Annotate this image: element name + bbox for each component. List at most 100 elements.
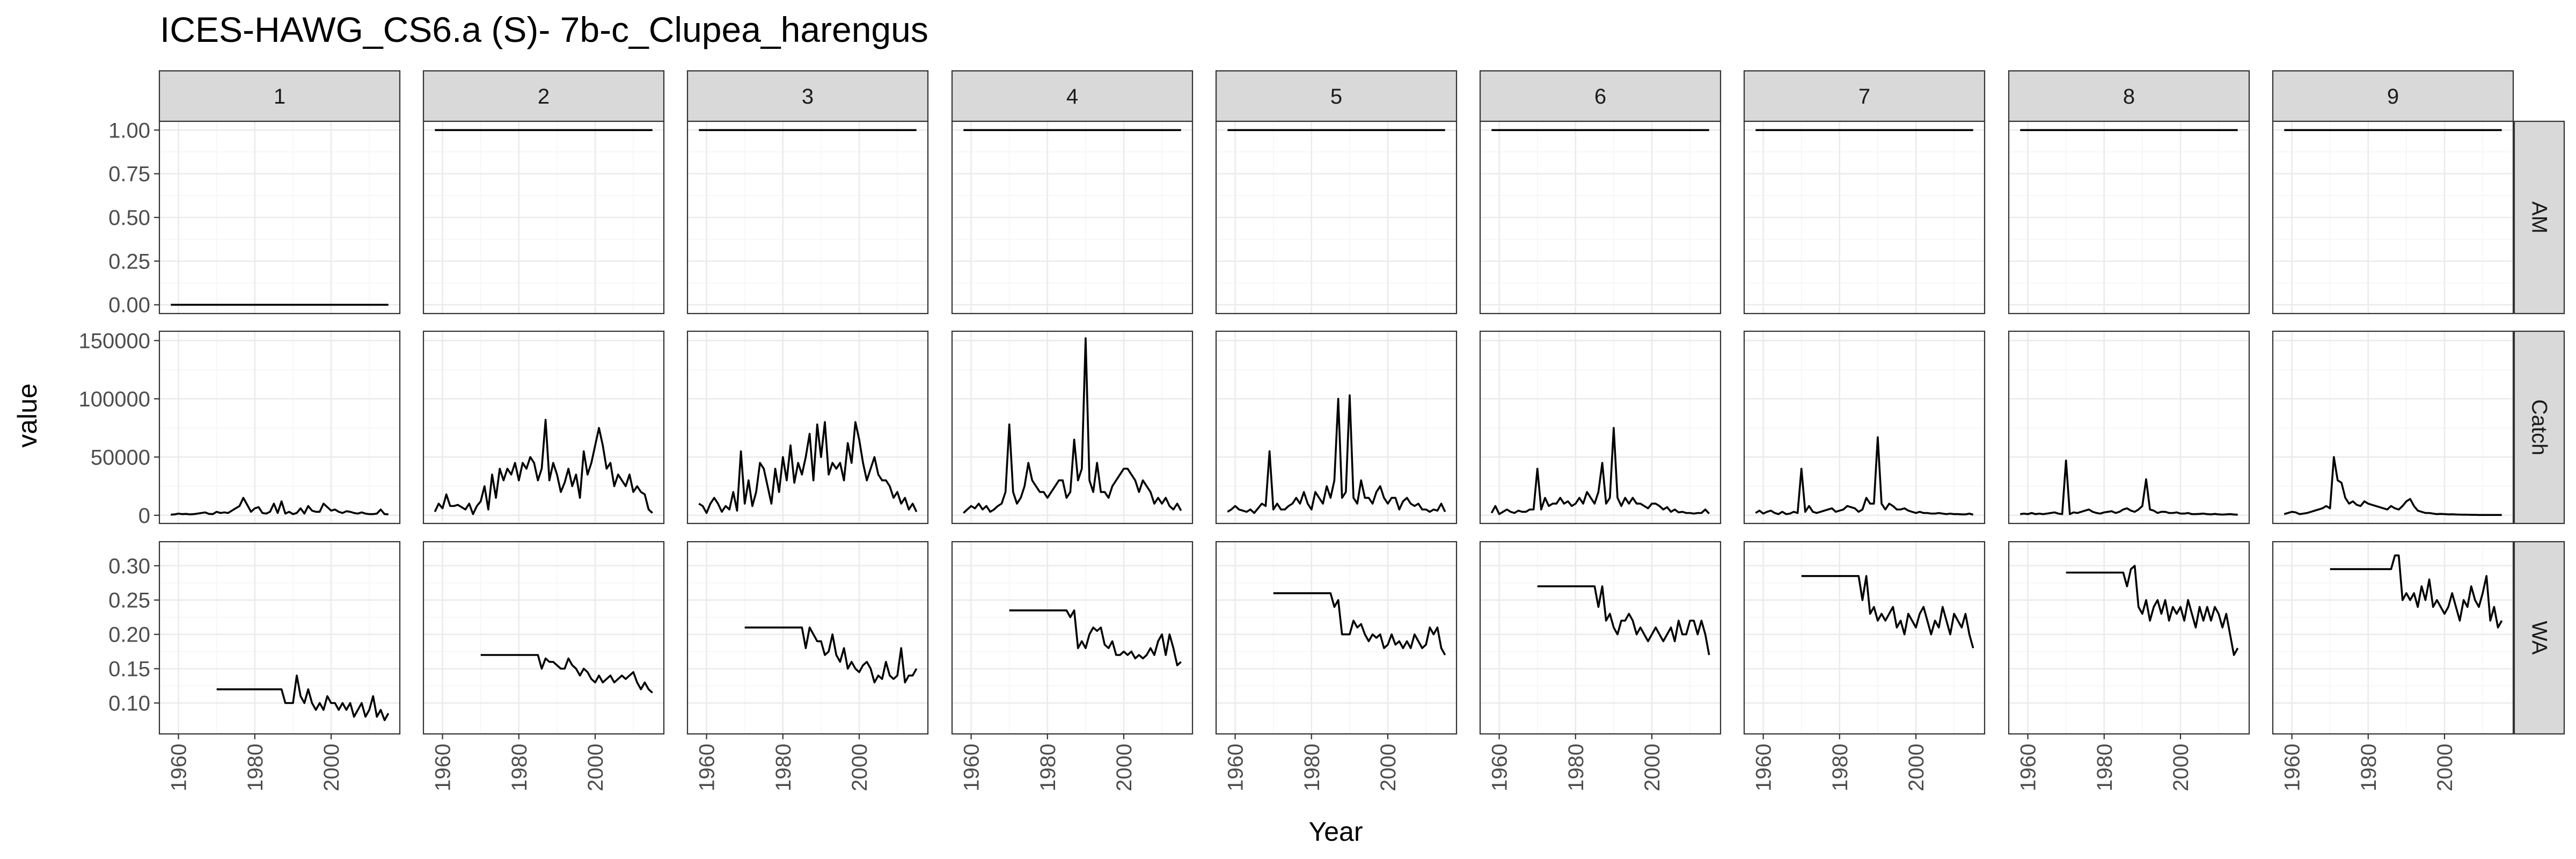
x-tick-label: 1960: [696, 744, 719, 791]
panel-border: [686, 120, 929, 315]
x-tick-label: 1960: [960, 744, 984, 791]
x-tick-label: 1960: [1752, 744, 1776, 791]
row-strip-wa: [2513, 541, 2565, 735]
panel-border: [951, 330, 1194, 525]
x-tick-label: 2000: [320, 744, 343, 791]
series-line: [1537, 585, 1710, 656]
series-line: [1009, 609, 1182, 666]
x-tick-label: 1960: [1488, 744, 1512, 791]
x-tick-label: 2000: [1377, 744, 1400, 791]
series-line: [1490, 427, 1710, 515]
series-line: [2284, 456, 2502, 516]
x-tick-label: 1980: [1036, 744, 1060, 791]
series-line: [216, 674, 390, 722]
panel-border: [1215, 330, 1458, 525]
y-tick-label: 50000: [91, 446, 150, 469]
column-strip-label-6: 6: [1594, 85, 1606, 108]
panel-border: [158, 541, 401, 735]
panel-background: [1744, 331, 1985, 523]
x-tick-label: 1980: [772, 744, 795, 791]
panel-border: [1743, 541, 1986, 735]
y-tick-label: 0.15: [108, 658, 150, 681]
panel-catch-7: [1743, 330, 1986, 525]
panel-wa-8: [2008, 541, 2250, 735]
panel-am-2: [422, 120, 665, 315]
panel-catch-9: [2272, 330, 2514, 525]
panel-wa-2: [422, 541, 665, 735]
column-strip-label-4: 4: [1066, 85, 1078, 108]
y-tick-label: 0: [138, 504, 150, 528]
panel-catch-1: [158, 330, 401, 525]
panel-background: [1480, 331, 1721, 523]
panel-border: [422, 541, 665, 735]
y-tick-label: 0.75: [108, 163, 150, 186]
panel-border: [2272, 120, 2514, 315]
column-strip-8: [2008, 70, 2250, 122]
x-tick-label: 2000: [584, 744, 608, 791]
panel-border: [2008, 541, 2250, 735]
panel-catch-6: [1479, 330, 1722, 525]
panel-border: [2008, 120, 2250, 315]
panel-border: [2272, 541, 2514, 735]
panel-border: [2272, 330, 2514, 525]
panel-catch-8: [2008, 330, 2250, 525]
panel-catch-3: [686, 330, 929, 525]
panel-border: [1479, 330, 1722, 525]
column-strip-label-9: 9: [2387, 85, 2399, 108]
panel-wa-4: [951, 541, 1194, 735]
panel-am-6: [1479, 120, 1722, 315]
series-line: [1273, 592, 1446, 656]
x-tick-label: 1980: [508, 744, 531, 791]
chart-title: ICES-HAWG_CS6.a (S)- 7b-c_Clupea_harengu…: [160, 10, 928, 49]
panel-border: [1743, 330, 1986, 525]
panel-background: [159, 542, 400, 734]
panel-border: [951, 120, 1194, 315]
column-strip-3: [686, 70, 929, 122]
series-line: [171, 497, 389, 516]
panel-border: [158, 330, 401, 525]
panel-background: [423, 542, 664, 734]
panel-catch-2: [422, 330, 665, 525]
panel-am-3: [686, 120, 929, 315]
series-line: [2066, 565, 2239, 656]
row-strip-catch: [2513, 330, 2565, 525]
panel-border: [1215, 541, 1458, 735]
panel-border: [686, 541, 929, 735]
column-strip-1: [158, 70, 401, 122]
y-axis-title: value: [12, 383, 42, 448]
panel-wa-7: [1743, 541, 1986, 735]
column-strip-label-7: 7: [1858, 85, 1870, 108]
panel-background: [423, 331, 664, 523]
panel-am-5: [1215, 120, 1458, 315]
column-strip-label-5: 5: [1330, 85, 1342, 108]
x-tick-label: 1980: [1828, 744, 1852, 791]
x-tick-label: 1980: [1564, 744, 1588, 791]
x-tick-label: 1980: [2357, 744, 2381, 791]
series-line: [1755, 436, 1974, 516]
y-tick-label: 0.25: [108, 589, 150, 613]
series-line: [480, 654, 653, 694]
x-tick-label: 2000: [1113, 744, 1136, 791]
x-tick-label: 2000: [848, 744, 872, 791]
panel-background: [952, 542, 1192, 734]
panel-am-8: [2008, 120, 2250, 315]
panel-background: [1744, 542, 1985, 734]
panel-background: [2009, 331, 2249, 523]
panel-wa-1: [158, 541, 401, 735]
column-strip-label-3: 3: [802, 85, 814, 108]
series-line: [1227, 394, 1446, 514]
row-strip-label-wa: WA: [2528, 621, 2551, 655]
panel-background: [1480, 542, 1721, 734]
panel-background: [2273, 542, 2513, 734]
panel-background: [2273, 331, 2513, 523]
panel-wa-9: [2272, 541, 2514, 735]
y-tick-label: 100000: [79, 388, 150, 411]
series-line: [2330, 554, 2503, 629]
panel-border: [1743, 120, 1986, 315]
row-strip-label-catch: Catch: [2528, 399, 2551, 456]
panel-am-7: [1743, 120, 1986, 315]
column-strip-4: [951, 70, 1194, 122]
panel-background: [2009, 542, 2249, 734]
y-tick-label: 1.00: [108, 119, 150, 142]
x-tick-label: 1980: [244, 744, 267, 791]
